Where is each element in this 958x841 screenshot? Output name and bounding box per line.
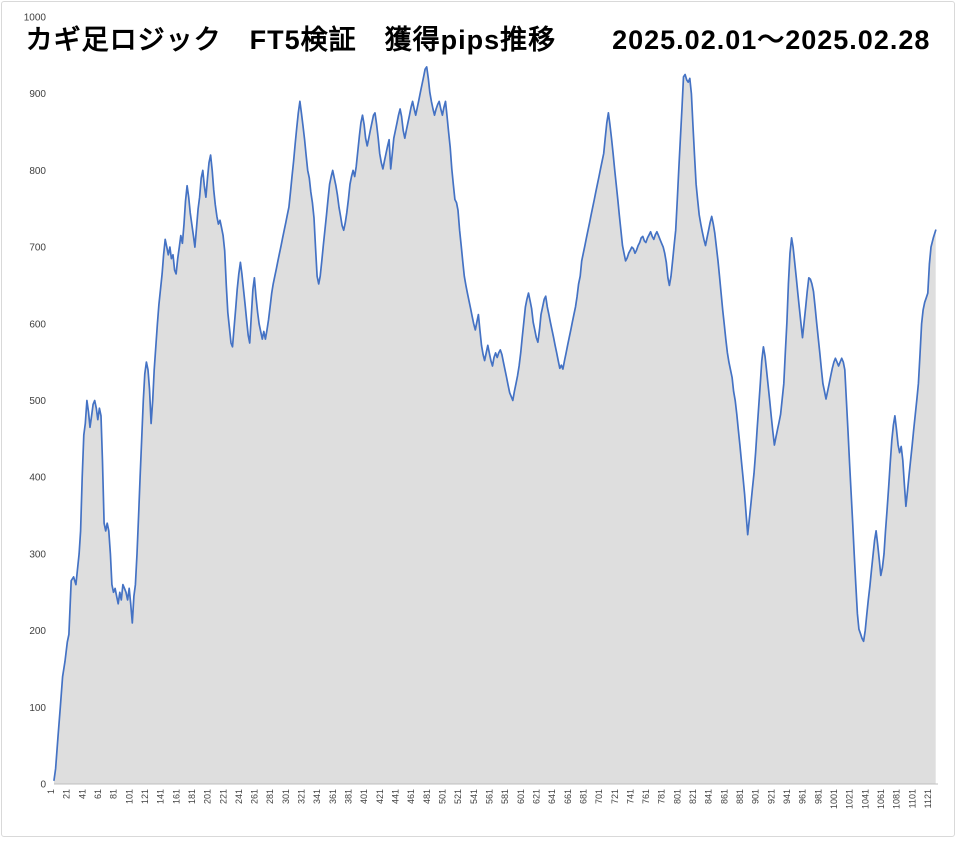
y-tick-label: 500 <box>29 396 46 407</box>
x-tick-label: 101 <box>124 789 134 804</box>
x-tick-label: 181 <box>187 789 197 804</box>
x-tick-label: 681 <box>578 789 588 804</box>
x-tick-label: 321 <box>297 789 307 804</box>
x-tick-label: 621 <box>532 789 542 804</box>
x-tick-label: 541 <box>469 789 479 804</box>
x-tick-label: 841 <box>704 789 714 804</box>
x-tick-label: 141 <box>156 789 166 804</box>
x-tick-label: 481 <box>422 789 432 804</box>
x-tick-label: 21 <box>62 789 72 799</box>
x-tick-label: 341 <box>312 789 322 804</box>
x-tick-label: 361 <box>328 789 338 804</box>
x-tick-label: 261 <box>250 789 260 804</box>
x-tick-label: 241 <box>234 789 244 804</box>
x-tick-label: 981 <box>813 789 823 804</box>
x-tick-label: 561 <box>485 789 495 804</box>
chart-title: カギ足ロジック FT5検証 獲得pips推移 2025.02.01～2025.0… <box>25 25 931 55</box>
x-tick-label: 401 <box>359 789 369 804</box>
x-tick-label: 1101 <box>907 789 917 808</box>
x-tick-label: 81 <box>109 789 119 799</box>
x-tick-label: 641 <box>547 789 557 804</box>
x-tick-label: 821 <box>688 789 698 804</box>
x-tick-label: 961 <box>798 789 808 804</box>
y-tick-label: 600 <box>29 319 46 330</box>
x-tick-label: 661 <box>563 789 573 804</box>
x-tick-label: 161 <box>171 789 181 804</box>
x-tick-label: 761 <box>641 789 651 804</box>
x-tick-label: 721 <box>610 789 620 804</box>
series-area-fill <box>54 66 936 784</box>
x-tick-label: 1121 <box>923 789 933 808</box>
series-line <box>53 66 937 782</box>
x-tick-label: 1021 <box>845 789 855 809</box>
x-tick-label: 501 <box>438 789 448 804</box>
x-tick-label: 421 <box>375 789 385 804</box>
x-tick-label: 1061 <box>876 789 886 809</box>
x-tick-label: 1001 <box>829 789 839 809</box>
x-tick-label: 601 <box>516 789 526 804</box>
x-tick-label: 301 <box>281 789 291 804</box>
x-tick-label: 461 <box>406 789 416 804</box>
x-tick-label: 441 <box>391 789 401 804</box>
x-tick-label: 201 <box>203 789 213 804</box>
x-tick-label: 121 <box>140 789 150 804</box>
y-tick-label: 0 <box>40 780 46 791</box>
x-tick-label: 281 <box>265 789 275 804</box>
x-tick-label: 781 <box>657 789 667 804</box>
x-tick-label: 381 <box>344 789 354 804</box>
y-tick-label: 100 <box>29 703 46 714</box>
x-tick-label: 41 <box>77 789 87 799</box>
x-tick-label: 521 <box>453 789 463 804</box>
x-tick-label: 1 <box>46 789 56 794</box>
x-tick-label: 881 <box>735 789 745 804</box>
x-tick-label: 221 <box>218 789 228 804</box>
x-tick-label: 61 <box>93 789 103 799</box>
x-tick-label: 921 <box>766 789 776 804</box>
x-tick-label: 861 <box>719 789 729 804</box>
x-tick-label: 581 <box>500 789 510 804</box>
x-tick-label: 901 <box>751 789 761 804</box>
y-tick-label: 400 <box>29 473 46 484</box>
x-tick-label: 941 <box>782 789 792 804</box>
y-tick-label: 700 <box>29 243 46 254</box>
y-tick-label: 200 <box>29 626 46 637</box>
x-tick-label: 1041 <box>860 789 870 809</box>
y-tick-label: 1000 <box>24 13 47 24</box>
y-tick-label: 900 <box>29 89 46 100</box>
x-tick-label: 701 <box>594 789 604 804</box>
x-tick-label: 801 <box>672 789 682 804</box>
y-tick-label: 800 <box>29 166 46 177</box>
x-tick-label: 1081 <box>892 789 902 809</box>
x-tick-label: 741 <box>625 789 635 804</box>
y-tick-label: 300 <box>29 549 46 560</box>
